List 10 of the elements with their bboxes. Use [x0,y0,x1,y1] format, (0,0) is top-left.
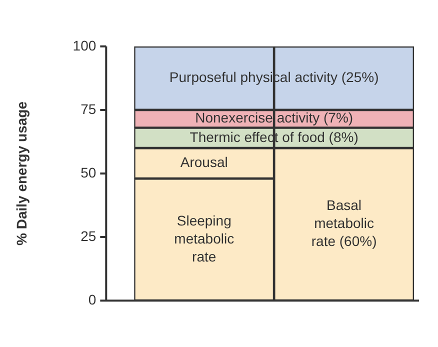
series-label: Basal metabolic rate (60%) [311,197,377,250]
series-label: Sleeping metabolic rate [174,212,234,264]
series-label: Arousal [180,154,228,170]
y-tick-label: 25 [80,228,96,244]
y-tick-label: 0 [88,291,96,308]
y-axis-title: % Daily energy usage [13,101,30,246]
y-tick-label: 50 [80,164,96,180]
y-tick-label: 100 [72,37,96,54]
y-tick-label: 75 [80,100,96,117]
series-label: Nonexercise activity (7%) [195,110,354,126]
